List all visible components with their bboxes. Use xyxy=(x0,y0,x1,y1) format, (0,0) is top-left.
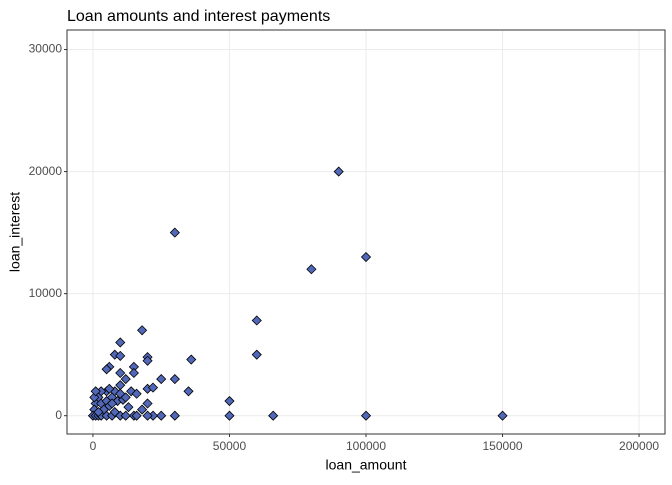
point xyxy=(169,374,180,385)
y-tick-label: 10000 xyxy=(29,286,63,300)
point xyxy=(169,410,180,421)
point xyxy=(120,374,131,385)
point xyxy=(101,364,112,375)
point xyxy=(131,388,142,399)
y-tick-label: 20000 xyxy=(29,164,63,178)
point xyxy=(90,386,101,397)
point xyxy=(306,264,317,275)
point xyxy=(169,227,180,238)
point xyxy=(224,395,235,407)
point xyxy=(360,251,372,263)
point xyxy=(106,398,118,409)
point xyxy=(142,355,153,366)
point xyxy=(137,404,148,415)
point xyxy=(128,367,139,379)
x-tick-label: 150000 xyxy=(483,439,523,453)
point xyxy=(137,325,148,336)
point xyxy=(93,406,104,418)
point xyxy=(251,315,262,326)
point xyxy=(120,392,131,403)
y-tick-label: 30000 xyxy=(29,42,63,56)
point xyxy=(147,382,159,393)
point xyxy=(104,383,115,394)
point xyxy=(142,398,153,409)
point xyxy=(109,406,120,418)
point xyxy=(115,350,126,361)
point xyxy=(360,410,372,421)
point xyxy=(156,374,167,385)
x-tick-label: 50000 xyxy=(213,439,247,453)
x-axis-label: loan_amount xyxy=(326,457,407,473)
point xyxy=(120,410,131,421)
point xyxy=(123,402,134,413)
x-tick-label: 0 xyxy=(90,439,97,453)
y-axis-label: loan_interest xyxy=(7,192,23,272)
point xyxy=(268,410,279,421)
point xyxy=(251,349,262,360)
point xyxy=(497,410,508,421)
point xyxy=(115,367,126,379)
point xyxy=(142,410,153,421)
y-tick-label: 0 xyxy=(55,408,62,422)
point xyxy=(156,410,167,421)
point xyxy=(115,337,126,348)
point xyxy=(224,410,235,421)
point xyxy=(131,410,142,421)
point xyxy=(183,386,194,397)
point xyxy=(186,354,197,365)
x-tick-label: 200000 xyxy=(619,439,659,453)
chart-title: Loan amounts and interest payments xyxy=(67,8,330,25)
point xyxy=(333,166,344,177)
x-tick-label: 100000 xyxy=(346,439,386,453)
panel-border xyxy=(66,29,666,435)
